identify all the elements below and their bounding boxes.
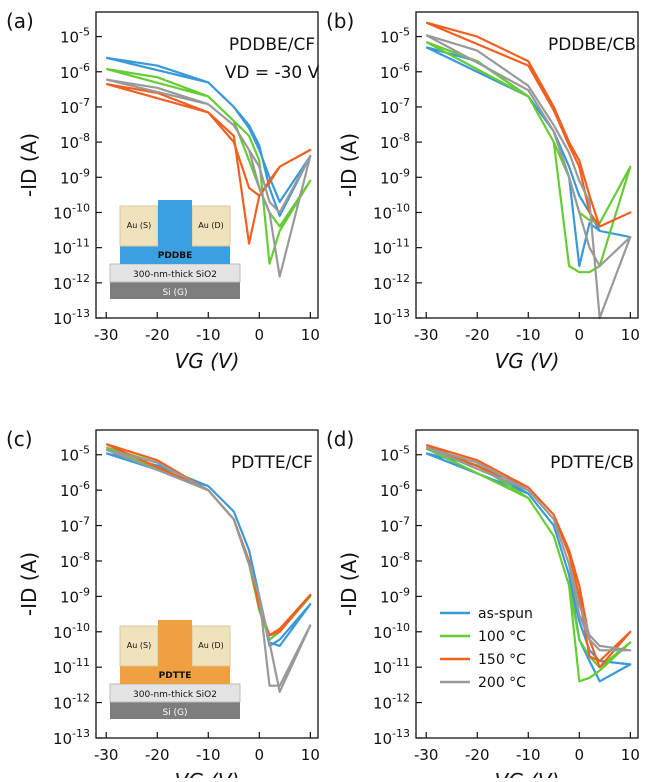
x-tick-label: -10 xyxy=(516,326,541,344)
x-axis-title: VG (V) xyxy=(495,349,560,373)
annotation: VD = -30 V xyxy=(225,63,320,83)
y-tick-label: 10-8 xyxy=(380,131,410,152)
x-tick-label: -30 xyxy=(414,746,439,764)
chart-title: PDDBE/CF xyxy=(229,35,315,55)
x-tick-label: -10 xyxy=(516,746,541,764)
figure: (a)-ID (A)VG (V)10-510-610-710-810-910-1… xyxy=(0,0,653,778)
source-label: Au (S) xyxy=(127,641,151,650)
y-tick-label: 10-12 xyxy=(53,692,90,713)
chart-title: PDTTE/CF xyxy=(231,453,313,473)
x-tick-label: -20 xyxy=(145,326,170,344)
y-tick-label: 10-5 xyxy=(380,444,410,465)
panel-label: (a) xyxy=(6,9,34,33)
y-tick-label: 10-9 xyxy=(380,585,410,606)
y-tick-label: 10-5 xyxy=(60,26,90,47)
x-tick-label: -30 xyxy=(94,326,119,344)
x-axis-title: VG (V) xyxy=(175,769,240,778)
channel-top xyxy=(158,620,192,666)
y-tick-label: 10-11 xyxy=(53,237,90,258)
x-tick-label: 10 xyxy=(301,746,320,764)
y-tick-label: 10-10 xyxy=(53,201,90,222)
y-axis-title: -ID (A) xyxy=(17,552,41,616)
channel-top xyxy=(158,200,192,246)
channel-label: PDTTE xyxy=(159,671,192,681)
x-axis-title: VG (V) xyxy=(175,349,240,373)
y-tick-label: 10-7 xyxy=(60,515,90,536)
x-tick-label: 10 xyxy=(621,326,640,344)
y-tick-label: 10-6 xyxy=(60,61,90,82)
x-tick-label: -20 xyxy=(465,326,490,344)
y-tick-label: 10-10 xyxy=(373,201,410,222)
y-tick-label: 10-10 xyxy=(53,621,90,642)
y-tick-label: 10-9 xyxy=(60,166,90,187)
y-tick-label: 10-9 xyxy=(380,166,410,187)
y-tick-label: 10-12 xyxy=(373,272,410,293)
drain-label: Au (D) xyxy=(198,221,224,230)
curve xyxy=(426,42,630,272)
legend-label: 100 °C xyxy=(478,629,526,645)
y-tick-label: 10-6 xyxy=(60,479,90,500)
y-tick-label: 10-11 xyxy=(53,656,90,677)
y-tick-label: 10-5 xyxy=(380,26,410,47)
y-tick-label: 10-12 xyxy=(373,692,410,713)
x-tick-label: 10 xyxy=(301,326,320,344)
drain-label: Au (D) xyxy=(198,641,224,650)
gate-label: Si (G) xyxy=(162,288,187,298)
x-tick-label: -30 xyxy=(414,326,439,344)
x-tick-label: -20 xyxy=(145,746,170,764)
y-tick-label: 10-7 xyxy=(380,96,410,117)
curve xyxy=(426,445,630,667)
y-tick-label: 10-12 xyxy=(53,272,90,293)
x-tick-label: 0 xyxy=(575,746,585,764)
chart-title: PDDBE/CB xyxy=(548,35,636,55)
x-tick-label: -10 xyxy=(196,326,221,344)
x-tick-label: 0 xyxy=(255,326,265,344)
source-label: Au (S) xyxy=(127,221,151,230)
channel-label: PDDBE xyxy=(158,251,193,261)
chart-title: PDTTE/CB xyxy=(550,453,634,473)
y-tick-label: 10-7 xyxy=(60,96,90,117)
y-tick-label: 10-11 xyxy=(373,237,410,258)
x-tick-label: -30 xyxy=(94,746,119,764)
x-tick-label: 0 xyxy=(575,326,585,344)
y-tick-label: 10-7 xyxy=(380,515,410,536)
y-tick-label: 10-13 xyxy=(53,727,90,748)
dielectric-label: 300-nm-thick SiO2 xyxy=(133,690,217,700)
y-tick-label: 10-13 xyxy=(373,727,410,748)
y-tick-label: 10-6 xyxy=(380,479,410,500)
panel-label: (b) xyxy=(326,9,354,33)
y-tick-label: 10-11 xyxy=(373,656,410,677)
y-axis-title: -ID (A) xyxy=(337,133,361,197)
y-tick-label: 10-13 xyxy=(53,307,90,328)
y-tick-label: 10-8 xyxy=(380,550,410,571)
y-tick-label: 10-8 xyxy=(60,131,90,152)
x-tick-label: -10 xyxy=(196,746,221,764)
x-tick-label: -20 xyxy=(465,746,490,764)
curve xyxy=(426,47,630,266)
curve xyxy=(106,448,310,640)
gate-label: Si (G) xyxy=(162,708,187,718)
y-tick-label: 10-8 xyxy=(60,550,90,571)
x-axis-title: VG (V) xyxy=(495,769,560,778)
x-tick-label: 0 xyxy=(255,746,265,764)
curve xyxy=(426,35,630,318)
panel-label: (d) xyxy=(326,427,354,451)
y-axis-title: -ID (A) xyxy=(337,552,361,616)
y-tick-label: 10-9 xyxy=(60,585,90,606)
dielectric-label: 300-nm-thick SiO2 xyxy=(133,270,217,280)
panel-label: (c) xyxy=(6,427,33,451)
legend-label: 200 °C xyxy=(478,675,526,691)
legend-label: 150 °C xyxy=(478,652,526,668)
x-tick-label: 10 xyxy=(621,746,640,764)
y-tick-label: 10-10 xyxy=(373,621,410,642)
y-axis-title: -ID (A) xyxy=(17,133,41,197)
curve xyxy=(106,453,310,646)
y-tick-label: 10-6 xyxy=(380,61,410,82)
legend-label: as-spun xyxy=(478,606,533,622)
plot-frame xyxy=(416,430,638,738)
y-tick-label: 10-5 xyxy=(60,444,90,465)
y-tick-label: 10-13 xyxy=(373,307,410,328)
